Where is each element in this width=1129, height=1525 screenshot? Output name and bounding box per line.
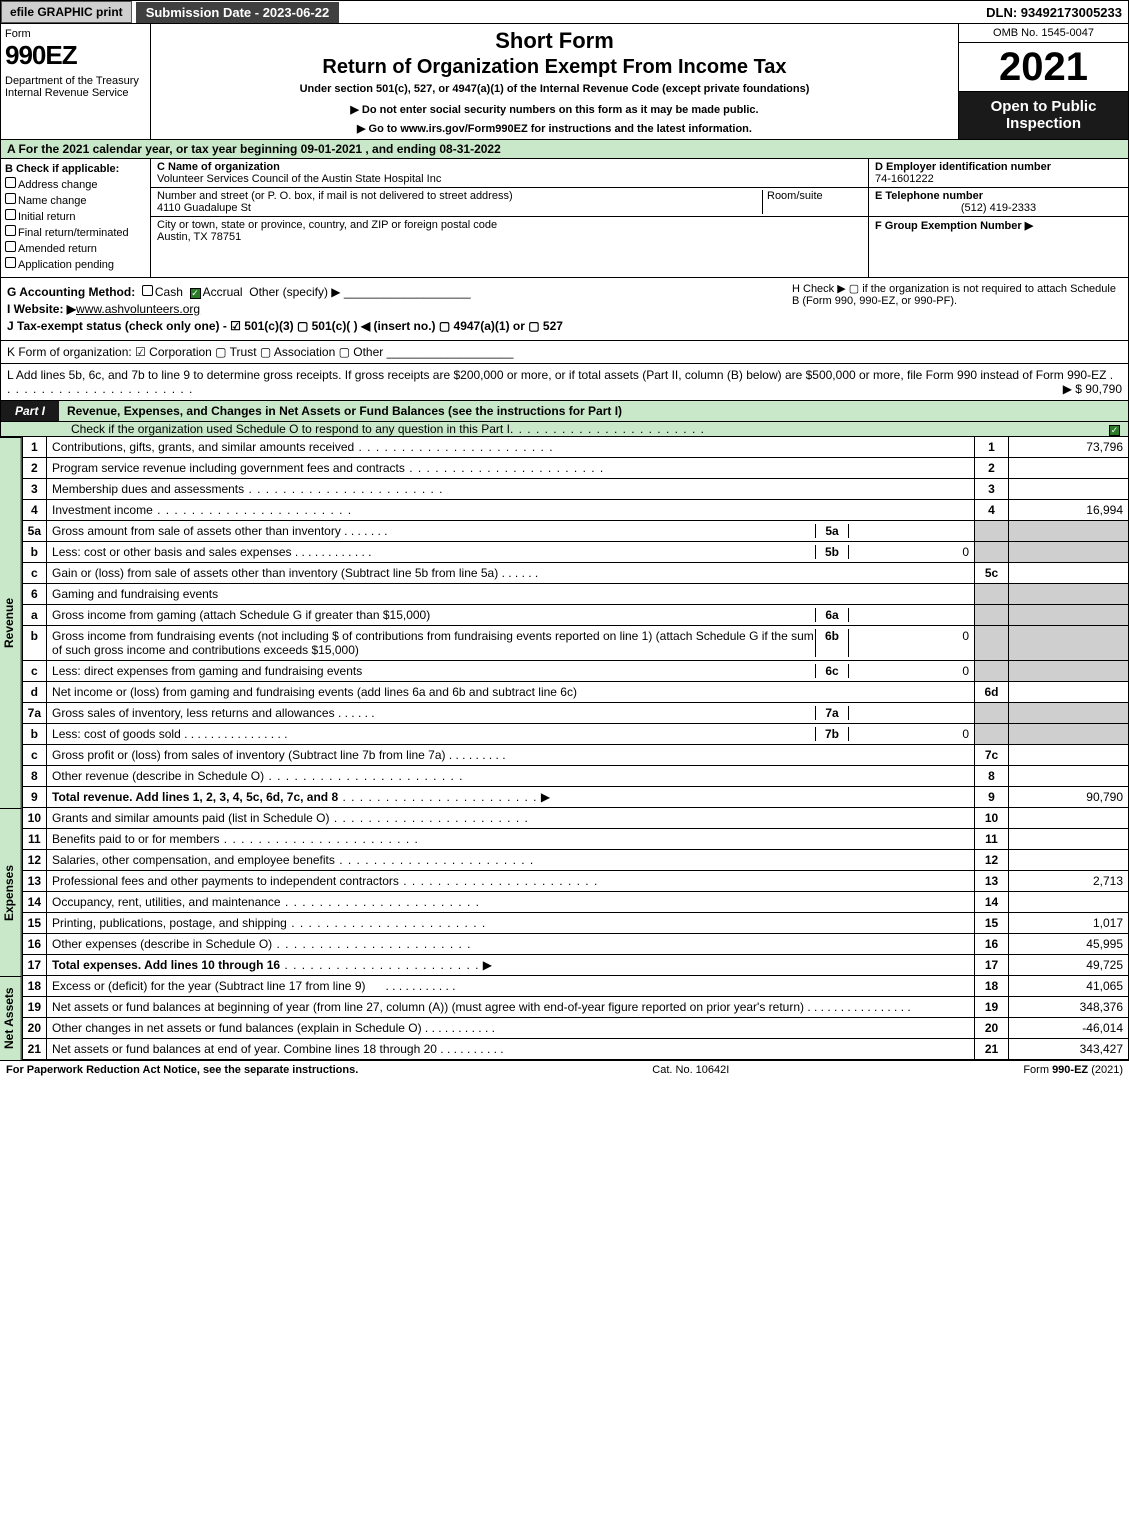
line-4: 4Investment income416,994 bbox=[22, 500, 1128, 521]
ssn-notice: ▶ Do not enter social security numbers o… bbox=[157, 103, 952, 116]
f-group-label: F Group Exemption Number ▶ bbox=[875, 220, 1033, 232]
chk-amended-return[interactable]: Amended return bbox=[5, 241, 146, 255]
goto-link[interactable]: ▶ Go to www.irs.gov/Form990EZ for instru… bbox=[157, 122, 952, 135]
c-room-label: Room/suite bbox=[767, 190, 823, 202]
line-17: 17Total expenses. Add lines 10 through 1… bbox=[22, 955, 1128, 976]
c-street-label: Number and street (or P. O. box, if mail… bbox=[157, 190, 513, 202]
line-16: 16Other expenses (describe in Schedule O… bbox=[22, 934, 1128, 955]
line-6a: aGross income from gaming (attach Schedu… bbox=[22, 605, 1128, 626]
netassets-side-label: Net Assets bbox=[0, 976, 22, 1060]
line-21: 21Net assets or fund balances at end of … bbox=[22, 1039, 1128, 1060]
line-13: 13Professional fees and other payments t… bbox=[22, 871, 1128, 892]
form-number: 990EZ bbox=[5, 40, 146, 71]
department: Department of the Treasury Internal Reve… bbox=[5, 75, 146, 99]
j-tax-exempt: J Tax-exempt status (check only one) - ☑… bbox=[7, 319, 1122, 333]
return-title: Return of Organization Exempt From Incom… bbox=[157, 56, 952, 79]
line-8: 8Other revenue (describe in Schedule O)8 bbox=[22, 766, 1128, 787]
footer-right: Form 990-EZ (2021) bbox=[1023, 1064, 1123, 1076]
line-6c: cLess: direct expenses from gaming and f… bbox=[22, 661, 1128, 682]
col-c-org-info: C Name of organization Volunteer Service… bbox=[151, 159, 868, 277]
k-form-org: K Form of organization: ☑ Corporation ▢ … bbox=[0, 341, 1129, 364]
page-footer: For Paperwork Reduction Act Notice, see … bbox=[0, 1060, 1129, 1079]
row-a-tax-year: A For the 2021 calendar year, or tax yea… bbox=[0, 140, 1129, 159]
submission-date: Submission Date - 2023-06-22 bbox=[136, 2, 340, 23]
line-5b: bLess: cost or other basis and sales exp… bbox=[22, 542, 1128, 563]
header-right: OMB No. 1545-0047 2021 Open to Public In… bbox=[958, 24, 1128, 139]
part1-title: Revenue, Expenses, and Changes in Net As… bbox=[67, 404, 622, 418]
chk-final-return[interactable]: Final return/terminated bbox=[5, 225, 146, 239]
line-5c: cGain or (loss) from sale of assets othe… bbox=[22, 563, 1128, 584]
form-label: Form bbox=[5, 28, 146, 40]
open-public: Open to Public Inspection bbox=[959, 92, 1128, 139]
col-b-checkboxes: B Check if applicable: Address change Na… bbox=[1, 159, 151, 277]
efile-print-button[interactable]: efile GRAPHIC print bbox=[1, 1, 132, 23]
line-12: 12Salaries, other compensation, and empl… bbox=[22, 850, 1128, 871]
c-name-label: C Name of organization bbox=[157, 161, 280, 173]
col-def: D Employer identification number 74-1601… bbox=[868, 159, 1128, 277]
part1-header: Part I Revenue, Expenses, and Changes in… bbox=[0, 401, 1129, 422]
d-ein-label: D Employer identification number bbox=[875, 161, 1051, 173]
net-assets-section: Net Assets 18Excess or (deficit) for the… bbox=[0, 976, 1129, 1060]
footer-cat: Cat. No. 10642I bbox=[652, 1064, 729, 1076]
line-7c: cGross profit or (loss) from sales of in… bbox=[22, 745, 1128, 766]
l-amount: ▶ $ 90,790 bbox=[1063, 382, 1122, 396]
e-tel: (512) 419-2333 bbox=[875, 202, 1122, 214]
top-bar: efile GRAPHIC print Submission Date - 20… bbox=[0, 0, 1129, 24]
form-header: Form 990EZ Department of the Treasury In… bbox=[0, 24, 1129, 140]
line-1: 1Contributions, gifts, grants, and simil… bbox=[22, 437, 1128, 458]
schedule-o-checkbox[interactable]: ✓ bbox=[1109, 425, 1120, 436]
col-b-header: B Check if applicable: bbox=[5, 163, 146, 175]
line-19: 19Net assets or fund balances at beginni… bbox=[22, 997, 1128, 1018]
line-15: 15Printing, publications, postage, and s… bbox=[22, 913, 1128, 934]
info-block: H Check ▶ ▢ if the organization is not r… bbox=[0, 278, 1129, 341]
h-check: H Check ▶ ▢ if the organization is not r… bbox=[792, 282, 1122, 307]
line-18: 18Excess or (deficit) for the year (Subt… bbox=[22, 976, 1128, 997]
chk-name-change[interactable]: Name change bbox=[5, 193, 146, 207]
section-bcdef: B Check if applicable: Address change Na… bbox=[0, 159, 1129, 278]
omb-number: OMB No. 1545-0047 bbox=[959, 24, 1128, 43]
chk-initial-return[interactable]: Initial return bbox=[5, 209, 146, 223]
line-6: 6Gaming and fundraising events bbox=[22, 584, 1128, 605]
chk-address-change[interactable]: Address change bbox=[5, 177, 146, 191]
line-3: 3Membership dues and assessments3 bbox=[22, 479, 1128, 500]
dln: DLN: 93492173005233 bbox=[986, 5, 1128, 20]
line-11: 11Benefits paid to or for members11 bbox=[22, 829, 1128, 850]
website-link[interactable]: www.ashvolunteers.org bbox=[76, 302, 200, 316]
tax-year: 2021 bbox=[959, 43, 1128, 92]
expenses-section: Expenses 10Grants and similar amounts pa… bbox=[0, 808, 1129, 976]
expenses-side-label: Expenses bbox=[0, 808, 22, 976]
org-street: 4110 Guadalupe St bbox=[157, 202, 251, 214]
line-7a: 7aGross sales of inventory, less returns… bbox=[22, 703, 1128, 724]
d-ein: 74-1601222 bbox=[875, 173, 934, 185]
short-form-title: Short Form bbox=[157, 28, 952, 54]
line-10: 10Grants and similar amounts paid (list … bbox=[22, 808, 1128, 829]
line-2: 2Program service revenue including gover… bbox=[22, 458, 1128, 479]
line-20: 20Other changes in net assets or fund ba… bbox=[22, 1018, 1128, 1039]
line-5a: 5aGross amount from sale of assets other… bbox=[22, 521, 1128, 542]
org-name: Volunteer Services Council of the Austin… bbox=[157, 173, 441, 185]
revenue-section: Revenue 1Contributions, gifts, grants, a… bbox=[0, 437, 1129, 808]
header-mid: Short Form Return of Organization Exempt… bbox=[151, 24, 958, 139]
e-tel-label: E Telephone number bbox=[875, 190, 983, 202]
footer-left: For Paperwork Reduction Act Notice, see … bbox=[6, 1064, 358, 1076]
org-city: Austin, TX 78751 bbox=[157, 231, 241, 243]
line-6b: bGross income from fundraising events (n… bbox=[22, 626, 1128, 661]
part1-tag: Part I bbox=[1, 401, 59, 421]
c-city-label: City or town, state or province, country… bbox=[157, 219, 497, 231]
l-gross-receipts: L Add lines 5b, 6c, and 7b to line 9 to … bbox=[0, 364, 1129, 401]
line-14: 14Occupancy, rent, utilities, and mainte… bbox=[22, 892, 1128, 913]
part1-check-o: Check if the organization used Schedule … bbox=[0, 422, 1129, 437]
header-left: Form 990EZ Department of the Treasury In… bbox=[1, 24, 151, 139]
line-6d: dNet income or (loss) from gaming and fu… bbox=[22, 682, 1128, 703]
under-section: Under section 501(c), 527, or 4947(a)(1)… bbox=[157, 83, 952, 95]
chk-application-pending[interactable]: Application pending bbox=[5, 257, 146, 271]
line-7b: bLess: cost of goods sold . . . . . . . … bbox=[22, 724, 1128, 745]
line-9: 9Total revenue. Add lines 1, 2, 3, 4, 5c… bbox=[22, 787, 1128, 808]
revenue-side-label: Revenue bbox=[0, 437, 22, 808]
